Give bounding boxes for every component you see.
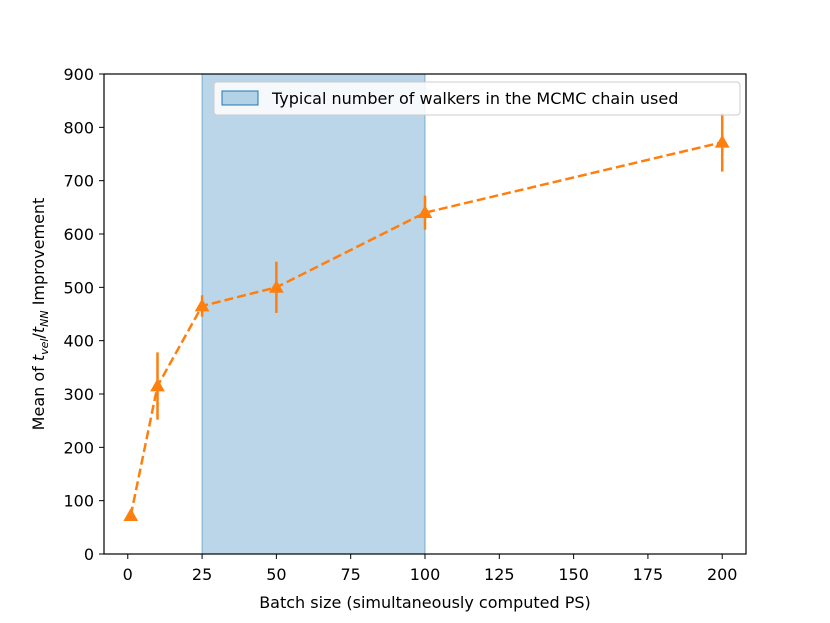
x-tick-label: 150 [558,565,589,584]
legend-label: Typical number of walkers in the MCMC ch… [271,89,678,108]
y-tick-label: 200 [63,438,94,457]
y-axis-label: Mean of tvel/tNN Improvement [29,198,51,431]
legend-box [213,81,741,116]
data-point-marker [417,205,433,219]
y-axis-label-sub1: vel [38,339,51,355]
y-axis-label-t1: t [29,354,48,361]
x-axis: 0 25 50 75 100 125 150 175 200 [123,554,738,584]
x-tick-label: 0 [123,565,133,584]
data-point-marker [269,279,284,293]
y-tick-label: 400 [63,332,94,351]
y-tick-label: 0 [84,545,94,564]
y-axis: 0 100 200 300 400 500 600 700 800 900 [63,65,104,564]
y-axis-label-slash: / [29,333,48,339]
x-tick-label: 125 [484,565,515,584]
x-tick-label: 75 [341,565,361,584]
y-tick-label: 900 [63,65,94,84]
series-line [129,141,723,516]
shaded-region-layer [201,74,426,554]
x-tick-label: 100 [410,565,441,584]
legend-swatch [221,90,259,106]
y-tick-label: 800 [63,118,94,137]
y-axis-label-suffix: Improvement [29,198,48,311]
y-tick-label: 100 [63,492,94,511]
x-axis-label: Batch size (simultaneously computed PS) [259,593,591,612]
data-point-marker [123,508,139,521]
y-axis-label-t2: t [29,326,48,333]
x-tick-label: 50 [266,565,286,584]
y-tick-label: 700 [63,172,94,191]
y-tick-label: 300 [63,385,94,404]
data-point-marker [714,134,730,148]
shaded-region [202,74,425,554]
data-point-marker [150,378,165,392]
x-tick-label: 175 [633,565,664,584]
y-tick-label: 500 [63,278,94,297]
series-layer [123,112,730,521]
x-tick-label: 200 [707,565,738,584]
y-axis-label-prefix: Mean of [29,361,48,430]
y-tick-label: 600 [63,225,94,244]
data-point-marker [194,298,210,312]
legend: Typical number of walkers in the MCMC ch… [213,81,741,116]
x-tick-label: 25 [192,565,212,584]
y-axis-label-sub2: NN [38,310,51,326]
